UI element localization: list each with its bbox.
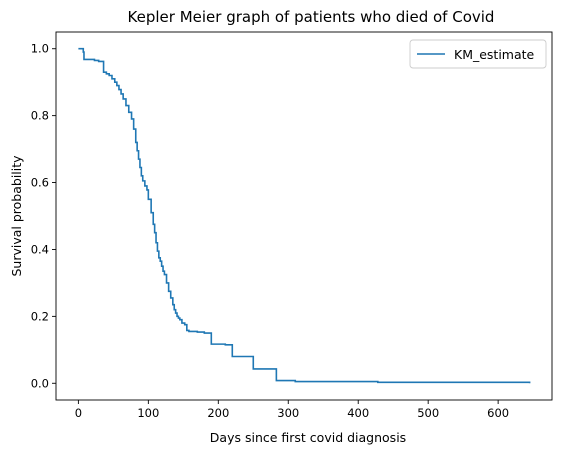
x-tick-label: 200 [207,406,229,420]
y-tick-label: 0.8 [31,109,49,123]
x-axis-label: Days since first covid diagnosis [210,430,406,445]
y-tick-label: 0.2 [31,309,49,323]
y-axis-ticks: 0.0 0.2 0.4 0.6 0.8 1.0 [31,42,56,390]
x-tick-label: 300 [277,406,299,420]
y-tick-label: 0.0 [31,376,49,390]
plot-area-frame [55,31,553,401]
y-tick-label: 1.0 [31,42,49,56]
legend-box [409,39,547,69]
x-tick-label: 600 [487,406,509,420]
x-tick-label: 500 [417,406,439,420]
y-axis-label: Survival probability [9,155,24,277]
y-tick-label: 0.6 [31,176,49,190]
y-tick-label: 0.4 [31,242,49,256]
series-line-km-estimate [78,47,531,384]
x-tick-label: 400 [347,406,369,420]
legend-label-km-estimate: KM_estimate [454,47,535,62]
x-tick-label: 0 [75,406,82,420]
x-tick-label: 100 [137,406,159,420]
chart-title: Kepler Meier graph of patients who died … [128,8,495,26]
x-axis-ticks: 0 100 200 300 400 500 600 [75,400,509,420]
legend: KM_estimate [409,39,547,69]
